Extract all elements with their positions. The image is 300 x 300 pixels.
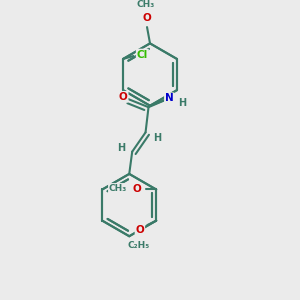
- Text: O: O: [119, 92, 128, 102]
- Text: O: O: [136, 224, 144, 235]
- Text: H: H: [153, 133, 161, 143]
- Text: C₂H₅: C₂H₅: [127, 242, 149, 250]
- Text: CH₃: CH₃: [136, 0, 155, 9]
- Text: H: H: [117, 143, 125, 153]
- Text: CH₃: CH₃: [109, 184, 127, 193]
- Text: O: O: [133, 184, 141, 194]
- Text: O: O: [143, 13, 152, 22]
- Text: N: N: [165, 93, 174, 103]
- Text: Cl: Cl: [137, 50, 148, 59]
- Text: H: H: [178, 98, 187, 108]
